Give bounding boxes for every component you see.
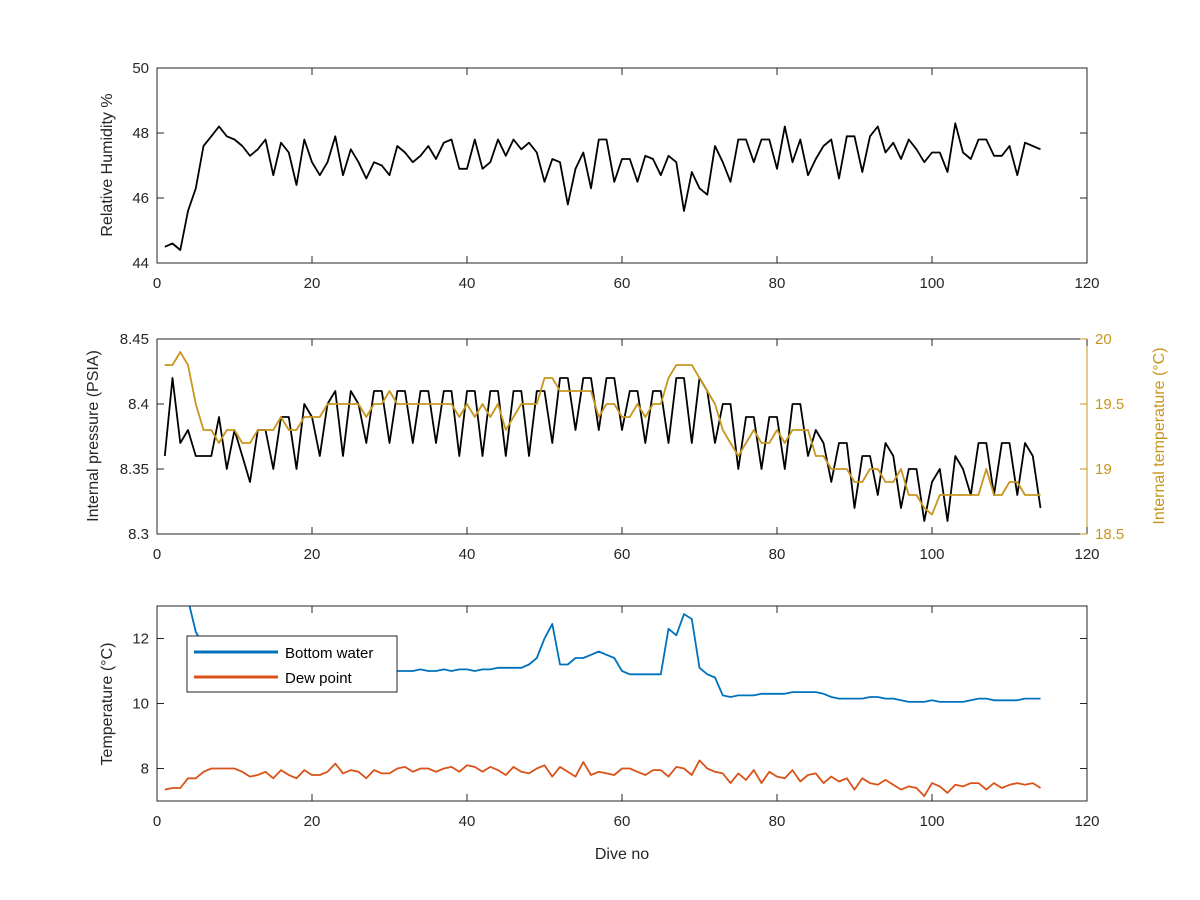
pressure-ylabel: Internal pressure (PSIA) <box>85 350 102 522</box>
x-tick-label: 40 <box>459 813 476 830</box>
x-tick-label: 20 <box>304 813 321 830</box>
humidity-ticks: 0 20 40 60 80 100 120 44 46 48 50 <box>132 60 1099 292</box>
x-axis-label: Dive no <box>595 846 649 863</box>
legend-label-bottom-water: Bottom water <box>285 645 373 662</box>
y-right-tick-label: 18.5 <box>1095 526 1124 543</box>
x-tick-label: 20 <box>304 275 321 292</box>
temperature-ticks: 0 20 40 60 80 100 120 8 10 12 <box>132 606 1100 830</box>
humidity-axes-box <box>156 67 1088 264</box>
temperature-ylabel: Temperature (°C) <box>99 643 116 766</box>
x-tick-label: 100 <box>919 813 944 830</box>
x-tick-label: 60 <box>614 275 631 292</box>
pressure-panel: 0 20 40 60 80 100 120 8.3 8.35 8.4 8.45 18.5 19 19.5 2… <box>85 331 1168 563</box>
x-tick-label: 80 <box>769 546 786 563</box>
internal-temperature-ylabel: Internal temperature (°C) <box>1151 347 1168 524</box>
y-tick-label: 48 <box>132 125 149 142</box>
humidity-plot-area <box>164 122 1041 251</box>
temperature-panel: 0 20 40 60 80 100 120 8 10 12 Temperature (°C) Di… <box>99 605 1100 863</box>
humidity-panel: 0 20 40 60 80 100 120 44 46 48 50 Relative Humidit… <box>99 60 1100 292</box>
y-tick-label: 50 <box>132 60 149 77</box>
pressure-axes-frame <box>156 339 1087 535</box>
x-tick-label: 100 <box>919 275 944 292</box>
humidity-ylabel: Relative Humidity % <box>99 93 116 236</box>
legend: Bottom water Dew point <box>186 635 398 693</box>
pressure-ticks: 0 20 40 60 80 100 120 8.3 8.35 8.4 8.45 18.5 19 19.5 2… <box>120 331 1124 563</box>
x-tick-label: 0 <box>153 546 161 563</box>
x-tick-label: 100 <box>919 546 944 563</box>
y-right-tick-label: 20 <box>1095 331 1112 348</box>
y-tick-label: 8.45 <box>120 331 149 348</box>
y-tick-label: 44 <box>132 255 149 272</box>
y-right-tick-label: 19 <box>1095 461 1112 478</box>
temperature-axes-box <box>156 605 1088 802</box>
x-tick-label: 80 <box>769 813 786 830</box>
x-tick-label: 60 <box>614 546 631 563</box>
x-tick-label: 0 <box>153 275 161 292</box>
y-tick-label: 10 <box>132 696 149 713</box>
legend-box <box>186 635 398 693</box>
y-right-tick-label: 19.5 <box>1095 396 1124 413</box>
x-tick-label: 80 <box>769 275 786 292</box>
x-tick-label: 120 <box>1074 813 1099 830</box>
temperature-plot-area <box>164 606 1041 797</box>
y-tick-label: 8 <box>141 761 149 778</box>
x-tick-label: 40 <box>459 275 476 292</box>
y-tick-label: 8.4 <box>128 396 149 413</box>
y-tick-label: 46 <box>132 190 149 207</box>
x-tick-label: 20 <box>304 546 321 563</box>
x-tick-label: 0 <box>153 813 161 830</box>
y-tick-label: 8.3 <box>128 526 149 543</box>
y-tick-label: 12 <box>132 631 149 648</box>
humidity-series-0-line <box>164 122 1041 251</box>
pressure-plot-area <box>163 351 1042 522</box>
pressure-series-0-line <box>163 377 1042 522</box>
y-tick-label: 8.35 <box>120 461 149 478</box>
x-tick-label: 40 <box>459 546 476 563</box>
x-tick-label: 60 <box>614 813 631 830</box>
temperature-series-dew-point-line <box>164 759 1041 797</box>
pressure-series-1-line <box>164 351 1041 516</box>
x-tick-label: 120 <box>1074 546 1099 563</box>
x-tick-label: 120 <box>1074 275 1099 292</box>
legend-label-dew-point: Dew point <box>285 670 353 687</box>
